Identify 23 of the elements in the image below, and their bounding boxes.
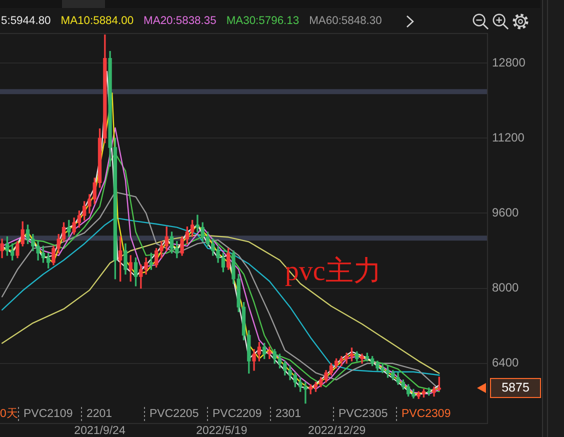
y-tick-label: 6400 — [492, 356, 520, 370]
text: 5875 — [502, 380, 530, 394]
text: MA10:5884.00 — [60, 15, 134, 28]
annotation: PVC2305 — [338, 408, 388, 420]
text: MA60:5848.30 — [309, 15, 382, 28]
text: MA20:5838.35 — [144, 15, 216, 28]
x-tick-label: 2022/12/29 — [308, 425, 366, 437]
annotation: PVC2309 — [402, 408, 451, 420]
text: MA30:5796.13 — [226, 15, 300, 28]
annotation: PVC2205 — [150, 408, 199, 420]
y-tick-label: 12800 — [492, 55, 526, 70]
annotation: 2201 — [86, 408, 112, 420]
y-tick-label: 11200 — [492, 130, 525, 144]
annotation: PVC2109 — [24, 408, 73, 420]
text: 5:5944.80 — [1, 15, 51, 28]
x-tick-label: 2022/5/19 — [196, 425, 248, 437]
y-tick-label: 8000 — [492, 280, 520, 295]
annotation: 2301 — [276, 408, 302, 420]
candlestick — [268, 346, 272, 360]
x-tick-label: 2021/9/24 — [74, 425, 126, 437]
annotation: PVC2209 — [212, 408, 262, 420]
annotation: 0天 — [0, 407, 18, 420]
y-tick-label: 9600 — [492, 206, 520, 220]
